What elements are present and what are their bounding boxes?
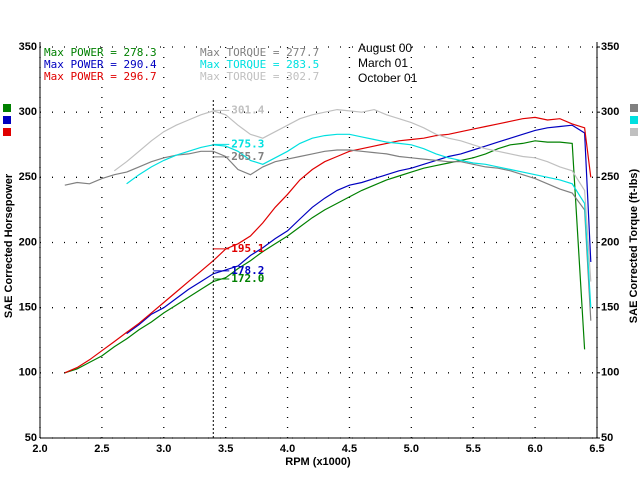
y-axis-title: SAE Corrected Horsepower xyxy=(3,173,15,318)
cursor-readout: 275.3 xyxy=(231,137,264,150)
series-line xyxy=(126,133,592,308)
x-tick-label: 3.5 xyxy=(218,443,233,455)
y-tick-label: 350 xyxy=(19,41,37,53)
legend-swatch xyxy=(3,128,11,136)
series-line xyxy=(64,149,592,321)
legend-swatch xyxy=(630,116,638,124)
legend-swatch xyxy=(630,128,638,136)
x-tick-label: 5.5 xyxy=(466,443,481,455)
y2-tick-label: 100 xyxy=(601,367,619,379)
legend-swatch xyxy=(630,104,638,112)
y2-tick-label: 50 xyxy=(601,432,613,444)
y2-tick-label: 150 xyxy=(601,302,619,314)
run-name: October 01 xyxy=(358,71,418,85)
x-tick-label: 4.5 xyxy=(342,443,357,455)
legend-entry: Max POWER = 296.7 xyxy=(44,70,157,83)
legend-entry: Max TORQUE = 283.5 xyxy=(200,58,319,71)
cursor-readout: 195.1 xyxy=(231,242,264,255)
cursor-readout: 265.7 xyxy=(231,150,264,163)
x-tick-label: 2.0 xyxy=(32,443,47,455)
y-tick-label: 250 xyxy=(19,171,37,183)
y-tick-label: 50 xyxy=(25,432,37,444)
x-tick-label: 2.5 xyxy=(94,443,109,455)
y-tick-label: 200 xyxy=(19,236,37,248)
y-tick-label: 100 xyxy=(19,367,37,379)
x-tick-label: 6.0 xyxy=(527,443,542,455)
y2-axis-title: SAE Corrected Torque (ft-lbs) xyxy=(628,168,640,323)
run-name: August 00 xyxy=(358,41,412,55)
x-tick-label: 5.0 xyxy=(404,443,419,455)
legend-entry: Max POWER = 290.4 xyxy=(44,58,157,71)
cursor-readout: 172.0 xyxy=(231,272,264,285)
legend-entry: Max POWER = 278.3 xyxy=(44,46,157,59)
x-tick-label: 3.0 xyxy=(156,443,171,455)
legend-entry: Max TORQUE = 277.7 xyxy=(200,46,319,59)
y2-tick-label: 200 xyxy=(601,236,619,248)
legend-swatch xyxy=(3,116,11,124)
y2-tick-label: 250 xyxy=(601,171,619,183)
series-line xyxy=(64,140,586,374)
x-axis-title: RPM (x1000) xyxy=(285,456,351,468)
x-tick-label: 4.0 xyxy=(280,443,295,455)
cursor-readout: 178.2 xyxy=(231,264,264,277)
y-tick-label: 150 xyxy=(19,302,37,314)
run-name: March 01 xyxy=(358,56,408,70)
y-tick-label: 300 xyxy=(19,106,37,118)
y2-tick-label: 350 xyxy=(601,41,619,53)
cursor-readout: 301.4 xyxy=(231,103,264,116)
series-line xyxy=(64,116,592,374)
x-tick-label: 6.5 xyxy=(589,443,604,455)
legend-swatch xyxy=(3,104,11,112)
series-line xyxy=(126,124,592,335)
legend-entry: Max TORQUE = 302.7 xyxy=(200,70,319,83)
y2-tick-label: 300 xyxy=(601,106,619,118)
series-line xyxy=(113,108,592,282)
